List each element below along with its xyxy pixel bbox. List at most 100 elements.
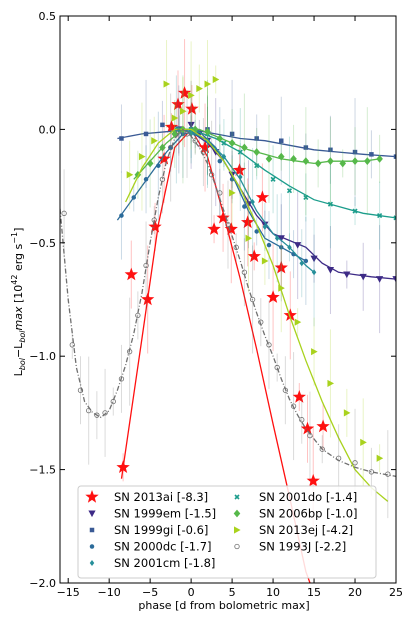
data-point	[286, 188, 293, 194]
x-tick-label: 25	[389, 586, 403, 599]
legend-label: SN 2013ej [-4.2]	[259, 523, 353, 537]
data-point	[119, 213, 124, 218]
data-point	[180, 131, 186, 137]
data-point	[377, 213, 383, 219]
legend-marker	[88, 510, 96, 518]
data-point	[287, 244, 292, 251]
legend-label: SN 2001do [-1.4]	[259, 490, 357, 504]
y-label-dash: −L	[12, 342, 25, 358]
data-point	[262, 223, 268, 230]
data-point	[266, 242, 272, 248]
legend-marker	[89, 527, 95, 533]
data-point	[86, 407, 92, 414]
data-point	[327, 379, 335, 388]
data-point	[232, 163, 247, 176]
series-5	[177, 79, 396, 272]
data-point	[221, 153, 227, 160]
data-point	[364, 157, 371, 166]
data-point	[299, 417, 305, 423]
fit-line	[60, 128, 396, 478]
data-point	[171, 114, 179, 122]
data-point	[164, 120, 179, 133]
data-point	[143, 131, 149, 137]
data-point	[159, 176, 166, 182]
data-point	[204, 127, 211, 136]
legend-label: SN 2006bp [-1.0]	[259, 507, 358, 521]
data-point	[135, 312, 141, 319]
x-tick-label: 5	[229, 586, 236, 599]
data-point	[143, 177, 149, 182]
x-tick-label: 15	[307, 586, 321, 599]
y-tick-label: −1.5	[29, 464, 56, 477]
data-point	[131, 195, 137, 200]
data-point	[146, 159, 154, 168]
data-point	[216, 210, 230, 224]
data-point	[277, 152, 285, 161]
legend-label: SN 2013ai [-8.3]	[114, 490, 208, 504]
y-label-s1: bol	[18, 357, 27, 370]
x-tick-label: −10	[98, 586, 121, 599]
legend-label: SN 2000dc [-1.7]	[114, 540, 212, 554]
data-point	[376, 454, 384, 462]
data-point	[327, 157, 334, 166]
data-point	[124, 267, 138, 281]
data-point	[360, 438, 367, 446]
data-point	[352, 149, 358, 155]
data-point	[352, 208, 358, 214]
y-label-unit: erg s	[12, 243, 25, 274]
x-tick-label: −5	[142, 586, 158, 599]
data-point	[279, 245, 284, 250]
data-point	[233, 244, 239, 250]
data-point	[229, 177, 235, 182]
legend-entry-1: SN 1999em [-1.5]	[88, 507, 216, 521]
y-tick-label: −1.0	[29, 350, 56, 363]
legend-entry-8: SN 1993J [-2.2]	[234, 540, 346, 554]
data-point	[250, 198, 255, 205]
data-point	[126, 171, 134, 179]
data-point	[368, 469, 375, 475]
data-point	[303, 258, 309, 264]
data-point	[241, 143, 248, 152]
x-tick-label: 0	[188, 586, 195, 599]
series-2	[117, 79, 396, 207]
data-point	[258, 319, 264, 325]
data-point	[393, 154, 396, 159]
data-point	[228, 139, 236, 147]
data-point	[376, 154, 383, 163]
data-point	[69, 342, 75, 348]
data-point	[265, 154, 273, 163]
data-point	[278, 284, 285, 292]
data-point	[311, 348, 318, 356]
data-point	[254, 229, 259, 234]
data-point	[316, 419, 330, 433]
data-point	[237, 149, 243, 155]
data-point	[143, 262, 149, 269]
y-axis-label: Lbol−Lbolmax [1042 erg s−1]	[10, 228, 27, 377]
data-point	[274, 260, 288, 274]
data-point	[292, 390, 306, 403]
data-point	[279, 138, 284, 143]
data-point	[266, 342, 272, 348]
data-point	[326, 267, 335, 274]
data-point	[188, 91, 195, 99]
data-point	[224, 222, 238, 235]
legend-label: SN 1993J [-2.2]	[259, 540, 346, 554]
data-point	[247, 249, 261, 263]
series-3	[116, 89, 309, 305]
data-point	[277, 235, 285, 242]
data-point	[94, 412, 100, 418]
data-point	[254, 163, 260, 169]
fit-line	[117, 128, 396, 158]
data-point	[351, 157, 359, 166]
data-point	[187, 121, 195, 129]
data-point	[254, 136, 259, 141]
data-point	[157, 151, 171, 165]
data-point	[328, 147, 333, 153]
series-6	[133, 75, 383, 216]
data-point	[127, 349, 133, 355]
data-point	[200, 149, 207, 155]
legend-box	[77, 485, 377, 579]
fit-line	[174, 128, 315, 273]
